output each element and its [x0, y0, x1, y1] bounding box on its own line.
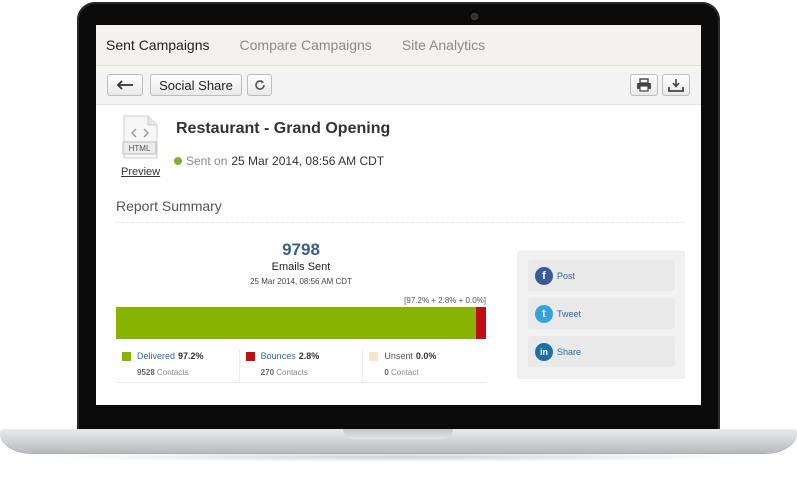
delivered-swatch — [122, 351, 131, 361]
tab-sent-campaigns[interactable]: Sent Campaigns — [106, 37, 210, 53]
sent-label: Sent on — [186, 154, 228, 168]
refresh-button[interactable] — [247, 74, 272, 96]
download-icon — [668, 79, 684, 92]
linkedin-share-label: Share — [557, 346, 582, 357]
delivered-count-label: Contacts — [157, 368, 189, 377]
campaign-title: Restaurant - Grand Opening — [176, 120, 391, 137]
percent-summary: [97.2% + 2.8% + 0.0%] — [404, 296, 486, 305]
social-share-button[interactable]: Social Share — [150, 74, 242, 96]
top-nav: Sent Campaigns Compare Campaigns Site An… — [96, 25, 701, 66]
facebook-post-button[interactable]: f Post — [528, 260, 675, 291]
facebook-post-label: Post — [557, 270, 576, 281]
laptop-notch — [343, 429, 453, 439]
back-arrow-icon — [116, 80, 133, 90]
sent-status: Sent on 25 Mar 2014, 08:56 AM CDT — [174, 154, 384, 168]
bar-segment-bounces — [475, 307, 486, 339]
refresh-icon — [254, 80, 265, 90]
section-divider — [116, 222, 684, 223]
twitter-tweet-label: Tweet — [557, 308, 582, 319]
unsent-percent: 0.0% — [415, 351, 437, 361]
bounces-percent: 2.8% — [298, 351, 320, 361]
status-dot-icon — [174, 157, 182, 165]
unsent-count: 0 — [384, 368, 389, 377]
download-button[interactable] — [662, 74, 690, 96]
share-panel: f Post t Tweet in Share — [518, 252, 684, 378]
tab-compare-campaigns[interactable]: Compare Campaigns — [239, 37, 372, 53]
delivery-legend: Delivered 97.2% 9528 Contacts Bounces 2.… — [116, 351, 487, 383]
bounces-count: 270 — [260, 368, 275, 377]
tab-site-analytics[interactable]: Site Analytics — [401, 37, 486, 53]
emails-sent-count: 9798 — [282, 240, 320, 259]
legend-unsent: Unsent 0.0% 0 Contact — [362, 351, 487, 383]
delivered-percent: 97.2% — [178, 351, 204, 361]
sent-datetime: 25 Mar 2014, 08:56 AM CDT — [231, 154, 385, 168]
unsent-count-label: Contact — [391, 368, 419, 377]
linkedin-icon: in — [535, 342, 553, 361]
twitter-icon: t — [535, 304, 553, 323]
facebook-icon: f — [535, 266, 553, 285]
linkedin-share-button[interactable]: in Share — [528, 336, 675, 367]
unsent-label: Unsent — [384, 351, 413, 361]
html-file-label: HTML — [129, 144, 151, 153]
print-button[interactable] — [630, 74, 658, 96]
emails-sent-label: Emails Sent — [271, 261, 331, 273]
emails-sent-date: 25 Mar 2014, 08:56 AM CDT — [250, 277, 352, 286]
delivered-count: 9528 — [137, 368, 155, 377]
screen: Sent Campaigns Compare Campaigns Site An… — [96, 25, 701, 405]
delivered-link[interactable]: Delivered — [137, 351, 176, 361]
bounces-link[interactable]: Bounces — [260, 351, 296, 361]
bar-segment-delivered — [116, 307, 476, 339]
html-file-icon: HTML — [122, 115, 158, 159]
legend-bounces: Bounces 2.8% 270 Contacts — [238, 351, 363, 383]
preview-link[interactable]: Preview — [121, 166, 161, 178]
back-button[interactable] — [107, 74, 143, 96]
bounces-count-label: Contacts — [276, 368, 308, 377]
twitter-tweet-button[interactable]: t Tweet — [528, 298, 675, 329]
laptop-shadow — [40, 452, 757, 462]
printer-icon — [637, 78, 651, 92]
unsent-swatch — [369, 351, 379, 361]
report-summary-title: Report Summary — [116, 198, 222, 214]
bounces-swatch — [245, 351, 255, 361]
legend-delivered: Delivered 97.2% 9528 Contacts — [116, 351, 239, 383]
camera-icon — [471, 13, 478, 20]
toolbar: Social Share — [96, 66, 701, 105]
delivery-bar — [116, 307, 486, 339]
